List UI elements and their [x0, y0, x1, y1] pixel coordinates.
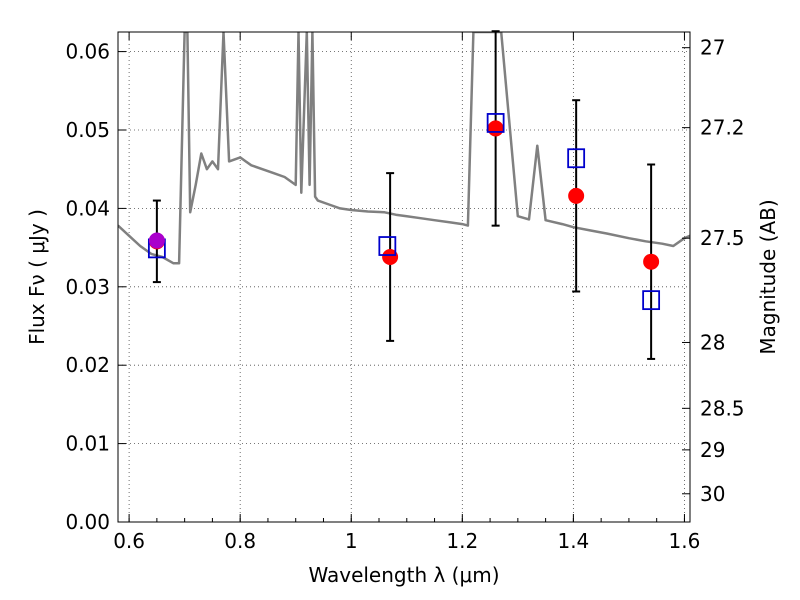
y-tick-label: 0.01 [65, 432, 110, 456]
y-tick-label: 0.03 [65, 275, 110, 299]
plot-frame [117, 31, 691, 523]
x-tick-label: 1.4 [557, 529, 589, 553]
y-tick-label: 0.00 [65, 510, 110, 534]
x-tick-label: 1 [345, 529, 358, 553]
observed-point [382, 249, 399, 266]
y-tick-label: 0.05 [65, 118, 110, 142]
detection-point [148, 232, 165, 249]
y2-tick-label: 28 [700, 330, 725, 354]
y2-tick-label: 28.5 [700, 396, 745, 420]
model-square-point [642, 290, 661, 311]
y2-tick-label: 29 [700, 438, 725, 462]
y2-axis-label: Magnitude (AB) [756, 199, 780, 354]
y2-tick-label: 27 [700, 36, 725, 60]
x-axis-label: Wavelength λ (μm) [308, 563, 499, 587]
y2-tick-label: 27.5 [700, 226, 745, 250]
x-tick-label: 0.8 [224, 529, 256, 553]
model-square-point [378, 236, 397, 256]
model-square-point [486, 113, 505, 133]
x-tick-label: 1.6 [669, 529, 701, 553]
y-tick-label: 0.02 [65, 353, 110, 377]
data-points [147, 30, 661, 360]
observed-point [643, 253, 660, 270]
y-tick-label: 0.06 [65, 40, 110, 64]
grid [118, 32, 690, 523]
x-tick-label: 0.6 [113, 529, 145, 553]
observed-point [568, 187, 585, 204]
y-tick-label: 0.04 [65, 196, 110, 220]
spectrum-line [118, 32, 690, 265]
ticks: 0.6 0.8 1 1.2 1.4 1.6 0.00 0.01 0.02 0.03 0.04 0.05… [65, 32, 745, 553]
y2-tick-label: 30 [700, 482, 725, 506]
y2-tick-label: 27.2 [700, 116, 745, 140]
x-tick-label: 1.2 [446, 529, 478, 553]
y-axis-label: Flux Fν ( μJy ) [25, 209, 49, 345]
model-spectrum [118, 32, 690, 265]
observed-point [487, 120, 504, 137]
model-square-point [567, 148, 586, 169]
